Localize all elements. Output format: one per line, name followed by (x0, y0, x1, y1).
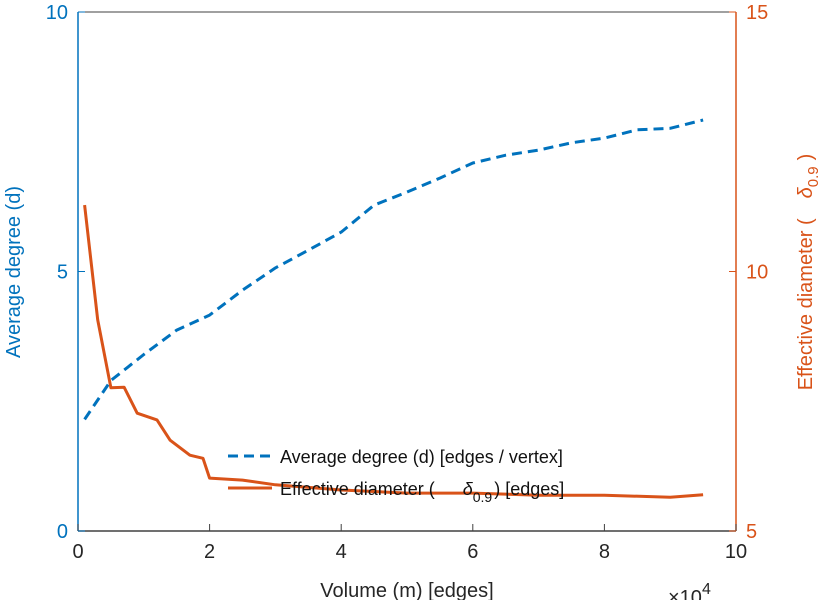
x-tick-label: 0 (72, 541, 83, 563)
x-tick-label: 8 (599, 541, 610, 563)
legend-label-average-degree: Average degree (d) [edges / vertex] (280, 447, 563, 467)
x-multiplier: ×104 (668, 581, 711, 600)
svg-text:Effective diameter (δ0.9): Effective diameter (δ0.9) (795, 154, 822, 391)
x-tick-label: 4 (336, 541, 347, 563)
x-tick-label: 10 (725, 541, 747, 563)
right-y-tick-label: 10 (746, 262, 768, 284)
right-y-axis-label: Effective diameter (δ0.9) (795, 154, 822, 391)
left-y-axis-label: Average degree (d) (3, 186, 25, 358)
series-average-degree-line (83, 118, 704, 421)
x-axis-label: Volume (m) [edges] (320, 580, 493, 600)
x-tick-label: 2 (204, 541, 215, 563)
x-tick-label: 6 (467, 541, 478, 563)
right-y-tick-label: 5 (746, 521, 757, 543)
right-y-tick-label: 15 (746, 2, 768, 24)
left-y-tick-label: 0 (57, 521, 68, 543)
left-y-tick-label: 5 (57, 262, 68, 284)
series-effective-diameter-line (83, 204, 704, 499)
legend: Average degree (d) [edges / vertex] Effe… (228, 447, 564, 505)
left-y-tick-label: 10 (46, 2, 68, 24)
legend-label-effective-diameter: Effective diameter (δ0.9) [edges] (280, 479, 564, 505)
